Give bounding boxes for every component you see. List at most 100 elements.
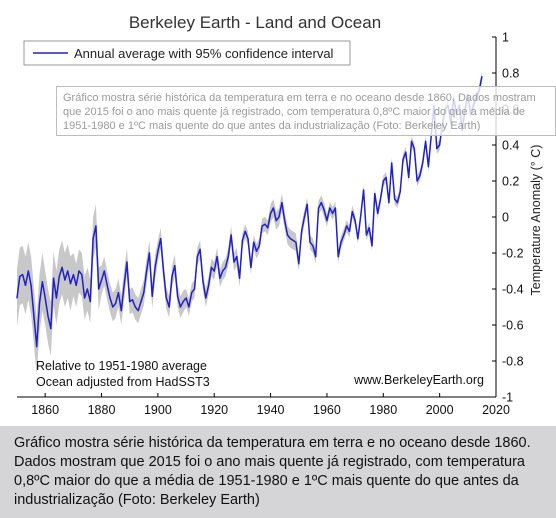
- data-point: [255, 250, 258, 252]
- plot-area: [16, 71, 483, 376]
- data-point: [123, 284, 125, 286]
- data-point: [374, 193, 376, 195]
- image-alt-tooltip: Gráfico mostra série histórica da temper…: [56, 86, 556, 136]
- data-point: [388, 202, 390, 204]
- data-point: [98, 288, 100, 290]
- data-point: [143, 292, 145, 294]
- data-point: [346, 225, 348, 227]
- data-point: [112, 306, 114, 308]
- data-point: [239, 277, 241, 279]
- data-point: [120, 310, 122, 312]
- data-point: [84, 297, 86, 299]
- y-tick-label: 1: [502, 31, 509, 45]
- y-tick-label: 0.2: [502, 175, 519, 189]
- data-point: [224, 266, 227, 268]
- data-point: [131, 299, 134, 301]
- data-point: [379, 198, 382, 200]
- y-tick-label: -1: [502, 391, 513, 405]
- data-point: [233, 261, 235, 263]
- data-point: [196, 256, 198, 258]
- data-point: [385, 176, 387, 178]
- data-point: [92, 238, 94, 240]
- confidence-band: [17, 71, 482, 376]
- data-point: [298, 263, 300, 265]
- data-point: [391, 162, 393, 164]
- data-point: [295, 241, 297, 243]
- data-point: [219, 277, 221, 279]
- chart-title: Berkeley Earth - Land and Ocean: [129, 13, 381, 32]
- data-point: [410, 140, 413, 142]
- data-point: [413, 148, 415, 150]
- data-point: [117, 292, 119, 294]
- data-point: [267, 227, 269, 229]
- data-point: [199, 248, 201, 250]
- data-point: [270, 212, 272, 214]
- data-point: [160, 238, 162, 240]
- data-point: [241, 239, 243, 241]
- x-axis: 1860 1880 1900 1920 1940 1960 1980 2000 2020: [17, 393, 510, 417]
- data-point: [329, 207, 331, 209]
- data-point: [275, 220, 277, 222]
- x-tick-label: 1860: [31, 403, 59, 417]
- data-point: [399, 191, 401, 193]
- data-point: [394, 198, 396, 200]
- data-point: [47, 315, 49, 317]
- data-point: [317, 207, 320, 209]
- data-point: [148, 252, 150, 254]
- data-point: [309, 241, 311, 243]
- data-point: [222, 270, 224, 272]
- data-point: [95, 225, 97, 227]
- data-point: [230, 234, 232, 236]
- data-point: [50, 328, 52, 330]
- data-point: [69, 283, 72, 285]
- data-point: [244, 230, 246, 232]
- data-point: [419, 175, 421, 177]
- data-point: [371, 245, 373, 247]
- x-tick-label: 1900: [144, 403, 172, 417]
- data-point: [264, 223, 266, 225]
- y-tick-label: -0.2: [502, 247, 524, 261]
- data-point: [326, 220, 328, 222]
- data-point: [24, 284, 27, 286]
- data-point: [89, 301, 91, 303]
- data-point: [354, 220, 356, 222]
- data-point: [157, 250, 159, 252]
- baseline-note: Relative to 1951-1980 average: [36, 359, 207, 373]
- data-point: [140, 301, 142, 303]
- data-point: [334, 207, 336, 209]
- data-point: [179, 306, 181, 308]
- data-point: [126, 261, 128, 263]
- data-point: [427, 166, 429, 168]
- data-point: [278, 216, 280, 218]
- x-tick-label: 1920: [200, 403, 228, 417]
- ocean-note: Ocean adjusted from HadSST3: [36, 375, 210, 389]
- data-point: [129, 301, 131, 303]
- data-point: [193, 288, 196, 290]
- y-tick-label: -0.6: [502, 319, 524, 333]
- y-axis-label: Temperature Anomaly (° C): [529, 145, 543, 296]
- data-point: [306, 203, 308, 205]
- data-point: [103, 270, 105, 272]
- data-point: [41, 281, 44, 283]
- x-tick-label: 1880: [88, 403, 116, 417]
- data-point: [351, 211, 353, 213]
- data-point: [439, 144, 441, 146]
- data-point: [261, 225, 263, 227]
- website-label: www.BerkeleyEarth.org: [353, 373, 484, 387]
- data-point: [174, 265, 176, 267]
- data-point: [86, 288, 88, 290]
- data-point: [323, 209, 325, 211]
- temperature-chart: Berkeley Earth - Land and Ocean 1860 1880…: [16, 13, 543, 417]
- data-point: [348, 230, 351, 232]
- data-point: [151, 295, 153, 297]
- data-point: [78, 270, 80, 272]
- legend-box: [23, 40, 351, 66]
- y-tick-label: -0.8: [502, 355, 524, 369]
- data-point: [286, 234, 289, 236]
- data-point: [236, 256, 238, 258]
- data-point: [272, 207, 274, 209]
- data-point: [100, 279, 103, 281]
- data-point: [165, 297, 167, 299]
- data-point: [137, 310, 139, 312]
